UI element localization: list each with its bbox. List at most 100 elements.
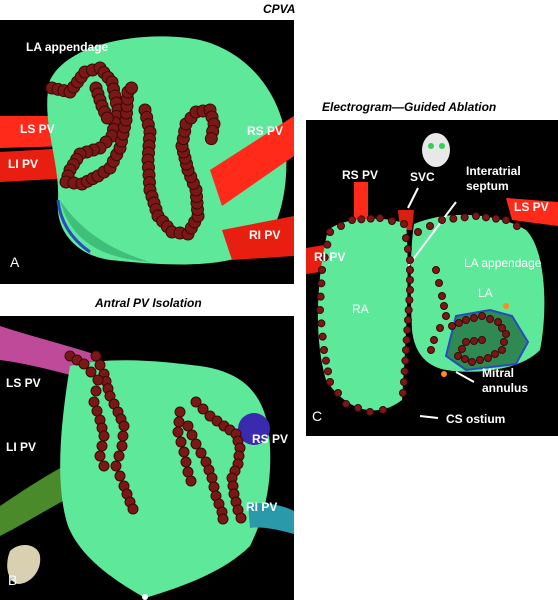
ablation-lesion xyxy=(486,315,494,323)
ablation-lesion xyxy=(462,316,470,324)
arrow-svc xyxy=(407,187,419,209)
ablation-lesion xyxy=(400,220,408,228)
ablation-lesion xyxy=(402,336,411,344)
panel-b: LS PV LI PV RS PV RI PV B xyxy=(0,316,294,600)
ablation-lesion xyxy=(461,355,469,363)
ablation-lesion xyxy=(502,216,510,224)
ablation-lesion xyxy=(414,228,422,236)
ablation-lesion xyxy=(448,322,456,330)
ablation-lesion xyxy=(182,420,194,432)
ablation-lesion xyxy=(478,336,486,344)
label-rs-pv: RS PV xyxy=(252,432,289,446)
ablation-lesion xyxy=(502,330,510,338)
ablation-lesion xyxy=(406,276,414,284)
ablation-lesion xyxy=(235,512,247,524)
ablation-lesion xyxy=(94,359,106,371)
ablation-lesion xyxy=(462,338,470,346)
ablation-lesion xyxy=(88,396,100,408)
ablation-lesion xyxy=(426,222,434,230)
ablation-lesion xyxy=(217,513,229,525)
ablation-lesion xyxy=(494,318,502,326)
ablation-lesion xyxy=(357,215,366,224)
ablation-lesion xyxy=(324,367,332,376)
ablation-lesion xyxy=(178,446,190,458)
ablation-lesion xyxy=(455,319,463,327)
ablation-lesion xyxy=(185,475,197,487)
label-la: LA xyxy=(478,286,493,300)
ablation-lesion xyxy=(354,404,362,412)
ablation-lesion xyxy=(449,214,458,223)
ablation-lesion xyxy=(468,358,476,366)
ablation-lesion xyxy=(78,358,90,370)
ls-pv-vessel xyxy=(506,198,558,226)
ablation-lesion xyxy=(318,266,326,274)
la-body xyxy=(60,360,271,598)
ablation-lesion xyxy=(190,396,202,408)
ablation-lesion xyxy=(400,378,408,386)
ablation-lesion xyxy=(190,438,202,450)
ablation-lesion xyxy=(406,286,414,294)
ablation-lesion xyxy=(436,324,444,332)
label-cs-ostium: CS ostium xyxy=(446,412,506,426)
ablation-lesion xyxy=(348,216,356,224)
ablation-lesion xyxy=(404,245,412,253)
rs-pv-vessel xyxy=(238,413,270,445)
ablation-lesion xyxy=(432,266,440,274)
ablation-lesion xyxy=(100,111,114,125)
arrow-mitral xyxy=(455,371,475,383)
ablation-lesion xyxy=(406,256,414,264)
panel-c-title: Electrogram—Guided Ablation xyxy=(322,100,497,114)
ablation-lesion xyxy=(401,356,410,365)
ablation-lesion xyxy=(125,81,138,95)
ablation-lesion xyxy=(85,366,97,378)
label-ls-pv: LS PV xyxy=(20,122,55,136)
ablation-lesion xyxy=(402,346,410,354)
arrow-septum xyxy=(407,201,457,267)
label-ls-pv: LS PV xyxy=(514,200,549,214)
ablation-lesion xyxy=(400,367,409,376)
label-rs-pv: RS PV xyxy=(247,124,284,138)
ablation-lesion xyxy=(500,338,508,346)
panel-a-render xyxy=(0,36,294,265)
ablation-lesion xyxy=(442,312,450,320)
ablation-lesion xyxy=(117,430,129,442)
ablation-lesion xyxy=(430,336,438,344)
ablation-lesion xyxy=(366,408,374,416)
ablation-lesion xyxy=(180,456,192,468)
la-shade xyxy=(60,200,150,262)
panel-a: LA appendage LS PV LI PV RS PV RI PV A xyxy=(0,20,294,284)
ablation-lesion xyxy=(173,416,185,428)
arrow-cs xyxy=(419,415,439,419)
ablation-lesion xyxy=(334,389,342,397)
ablation-lesion xyxy=(438,292,446,300)
ablation-lesion xyxy=(323,240,332,249)
label-ls-pv: LS PV xyxy=(6,376,41,390)
ablation-lesion xyxy=(405,296,414,304)
ablation-lesion xyxy=(482,213,490,222)
ablation-lesion xyxy=(116,440,128,452)
ablation-lesion xyxy=(402,234,410,242)
panel-letter-c: C xyxy=(312,408,323,424)
ablation-lesion xyxy=(399,389,407,397)
ablation-lesion xyxy=(127,503,139,515)
label-la-appendage: LA appendage xyxy=(26,40,109,54)
ablation-lesion xyxy=(440,302,448,310)
ri-pv-vessel xyxy=(248,503,294,534)
orientation-face-icon xyxy=(422,133,450,167)
ablation-lesion xyxy=(513,222,521,230)
ablation-lesion xyxy=(470,337,478,345)
ablation-lesion xyxy=(342,400,350,408)
ablation-lesion xyxy=(92,374,104,386)
panel-letter-a: A xyxy=(10,254,20,270)
ablation-lesion xyxy=(438,216,446,224)
rs-pv-vessel xyxy=(210,116,294,206)
ra-body xyxy=(317,218,408,411)
ablation-lesion xyxy=(404,306,413,314)
label-septum: septum xyxy=(466,179,509,193)
la-dark-patch xyxy=(444,308,530,372)
ablation-lesion xyxy=(498,346,506,354)
label-li-pv: LI PV xyxy=(8,157,39,171)
ablation-lesion xyxy=(94,450,106,462)
ablation-lesion xyxy=(435,279,443,287)
ablation-lesion xyxy=(478,312,486,320)
